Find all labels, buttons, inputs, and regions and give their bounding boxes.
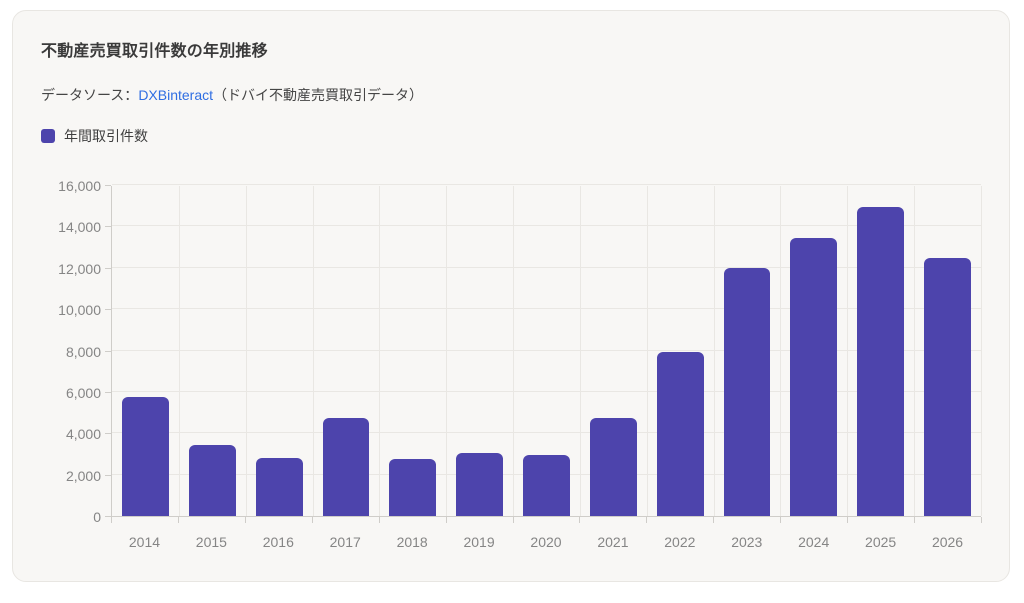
y-axis-tick: [105, 350, 111, 352]
bar-2015[interactable]: [188, 444, 236, 516]
gridline-vertical: [780, 186, 782, 516]
gridline-vertical: [446, 186, 448, 516]
bar-2023[interactable]: [723, 267, 771, 516]
x-axis-tick: [914, 517, 916, 523]
y-axis-tick: [105, 309, 111, 311]
gridline-vertical: [245, 186, 247, 516]
x-axis-label: 2023: [731, 534, 763, 550]
x-axis-label: 2024: [798, 534, 830, 550]
gridline-vertical: [513, 186, 515, 516]
gridline-horizontal: [112, 390, 981, 392]
x-axis-tick: [445, 517, 447, 523]
gridline-horizontal: [112, 184, 981, 185]
data-source-suffix: （ドバイ不動産売買取引データ）: [213, 87, 424, 103]
x-axis-tick: [512, 517, 514, 523]
bar-2025[interactable]: [857, 206, 905, 516]
data-source-link[interactable]: DXBinteract: [138, 87, 214, 103]
legend: 年間取引件数: [41, 128, 981, 144]
bar-2024[interactable]: [790, 237, 838, 516]
gridline-vertical: [379, 186, 381, 516]
bar-2020[interactable]: [523, 454, 570, 516]
x-axis-label: 2018: [396, 534, 428, 550]
data-source-prefix: データソース：: [41, 87, 139, 103]
x-axis-row: 2014 2015 2016 2017 2018 2019 2020 2021 2022 2023…: [41, 517, 982, 557]
x-axis-label: 2021: [597, 534, 629, 550]
legend-swatch: [41, 129, 55, 143]
x-axis-tick: [780, 517, 782, 523]
bar-2026[interactable]: [924, 258, 971, 516]
y-axis-label: 2,000: [65, 467, 101, 484]
x-axis-tick: [311, 517, 313, 523]
y-axis-tick: [105, 433, 111, 435]
legend-label: 年間取引件数: [64, 128, 148, 144]
bar-2018[interactable]: [389, 459, 437, 516]
y-axis-label: 0: [93, 509, 101, 525]
bar-2016[interactable]: [255, 458, 303, 516]
x-axis-tick: [111, 517, 112, 523]
bar-chart: 0 2,000 4,000 6,000 8,000 10,000 12,000 14,000 1…: [41, 178, 982, 525]
x-axis-label: 2017: [329, 534, 361, 550]
y-axis-tick: [105, 516, 111, 517]
x-axis-label: 2026: [931, 534, 964, 550]
bar-2021[interactable]: [589, 417, 637, 516]
plot-area: [111, 184, 982, 517]
gridline-vertical: [579, 186, 581, 516]
gridline-vertical: [312, 186, 314, 516]
y-axis: 0 2,000 4,000 6,000 8,000 10,000 12,000 14,000 1…: [41, 178, 111, 525]
bar-2014[interactable]: [122, 397, 169, 516]
x-axis-tick: [847, 517, 849, 523]
y-axis-tick: [105, 391, 111, 393]
y-axis-label: 8,000: [65, 343, 101, 360]
x-axis-tick: [579, 517, 581, 523]
x-axis: 2014 2015 2016 2017 2018 2019 2020 2021 2022 2023…: [111, 517, 982, 557]
y-axis-label: 16,000: [58, 178, 101, 194]
y-axis-label: 10,000: [58, 302, 101, 319]
x-axis-label: 2019: [463, 534, 495, 550]
bar-2019[interactable]: [456, 452, 504, 516]
y-axis-label: 14,000: [58, 219, 101, 236]
gridline-horizontal: [112, 225, 981, 227]
chart-title: 不動産売買取引件数の年別推移: [41, 43, 268, 60]
y-axis-label: 4,000: [65, 426, 101, 443]
data-source-line: データソース：DXBinteract（ドバイ不動産売買取引データ）: [41, 85, 981, 106]
x-axis-label: 2025: [865, 534, 897, 550]
gridline-vertical: [847, 186, 849, 516]
y-axis-label: 6,000: [65, 384, 101, 401]
x-axis-tick: [713, 517, 715, 523]
gridline-vertical: [646, 186, 648, 516]
chart-card: 不動産売買取引件数の年別推移 データソース：DXBinteract（ドバイ不動産…: [12, 10, 1010, 582]
gridline-vertical: [981, 186, 982, 516]
y-axis-tick: [105, 267, 111, 269]
y-axis-tick: [105, 474, 111, 476]
gridline-vertical: [914, 186, 916, 516]
x-axis-tick: [646, 517, 648, 523]
x-axis-label: 2016: [262, 534, 294, 550]
bar-2022[interactable]: [656, 351, 704, 516]
gridline-horizontal: [112, 308, 981, 310]
x-axis-label: 2015: [195, 534, 227, 550]
x-axis-label: 2014: [128, 534, 161, 550]
gridline-horizontal: [112, 432, 981, 434]
x-axis-tick: [981, 517, 982, 523]
gridline-horizontal: [112, 266, 981, 268]
y-axis-label: 12,000: [58, 260, 101, 277]
x-axis-label: 2020: [530, 534, 562, 550]
gridline-vertical: [713, 186, 715, 516]
gridline-horizontal: [112, 349, 981, 351]
y-axis-tick: [105, 226, 111, 228]
x-axis-tick: [244, 517, 246, 523]
gridline-vertical: [178, 186, 180, 516]
bar-2017[interactable]: [322, 417, 370, 516]
x-axis-tick: [177, 517, 179, 523]
y-axis-tick: [105, 185, 111, 186]
x-axis-tick: [378, 517, 380, 523]
x-axis-label: 2022: [664, 534, 696, 550]
